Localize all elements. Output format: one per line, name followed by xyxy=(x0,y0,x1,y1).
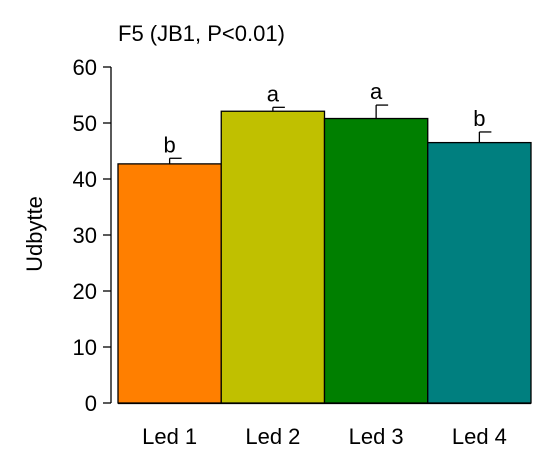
bar xyxy=(220,110,326,404)
significance-letter: b xyxy=(473,106,485,131)
chart-title: F5 (JB1, P<0.01) xyxy=(118,21,285,46)
x-category-label: Led 3 xyxy=(349,424,404,449)
bar xyxy=(323,117,429,404)
y-tick-label: 60 xyxy=(73,55,97,80)
significance-letter: a xyxy=(370,79,383,104)
x-category-label: Led 1 xyxy=(142,424,197,449)
significance-letter: b xyxy=(164,132,176,157)
plot-area: 0 10 20 30 40 50 60 b Led 1 a Led 2 a Led 3 b Led 4 xyxy=(73,55,532,449)
significance-letter: a xyxy=(267,81,280,106)
x-category-label: Led 2 xyxy=(245,424,300,449)
bar xyxy=(427,141,532,404)
y-tick-label: 30 xyxy=(73,223,97,248)
y-tick-label: 40 xyxy=(73,167,97,192)
y-tick-label: 10 xyxy=(73,335,97,360)
x-category-label: Led 4 xyxy=(452,424,507,449)
y-tick-label: 50 xyxy=(73,111,97,136)
y-axis-title: Udbytte xyxy=(22,196,47,272)
bar xyxy=(117,163,222,404)
y-tick-label: 0 xyxy=(85,391,97,416)
y-tick-label: 20 xyxy=(73,279,97,304)
